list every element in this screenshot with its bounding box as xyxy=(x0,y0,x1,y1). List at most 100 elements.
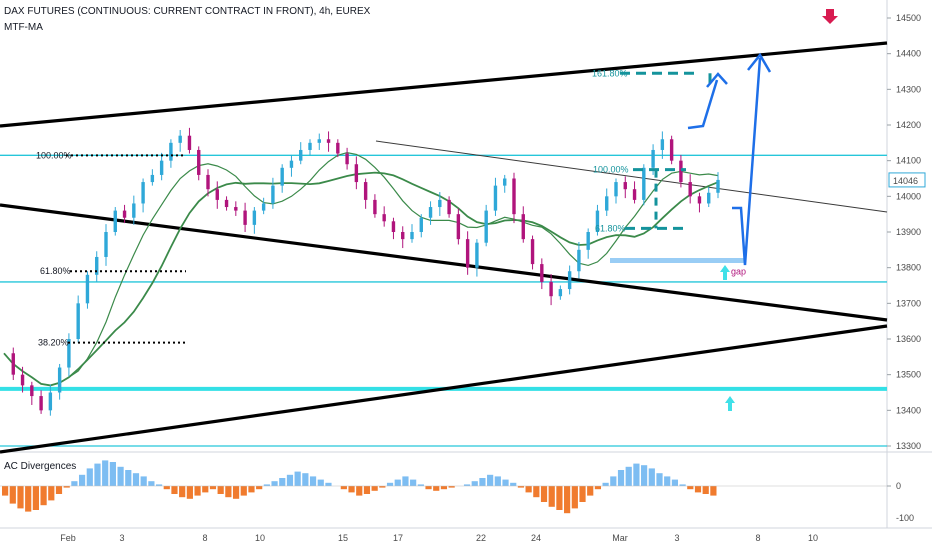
histogram-bar xyxy=(125,470,132,486)
time-tick-label: 10 xyxy=(255,533,265,543)
candle-body xyxy=(669,139,674,161)
histogram-bar xyxy=(386,482,394,486)
candle-body xyxy=(503,178,507,186)
candle-body xyxy=(20,374,25,386)
candle-body xyxy=(484,210,488,243)
price-tick-label: 13500 xyxy=(896,370,921,380)
ac-histogram: 0 -100 xyxy=(0,460,914,523)
candle-body xyxy=(280,167,284,186)
price-tick-label: 14400 xyxy=(896,49,921,59)
histogram-bar xyxy=(533,486,540,498)
histogram-bar xyxy=(148,481,155,486)
histogram-bar xyxy=(71,481,78,486)
histogram-bar xyxy=(48,486,55,501)
histogram-bar xyxy=(664,476,671,486)
histogram-bar xyxy=(356,486,363,496)
candle-body xyxy=(623,182,627,190)
histogram-bar xyxy=(155,484,163,486)
price-tick-label: 13900 xyxy=(896,227,921,237)
price-tick-label: 13400 xyxy=(896,405,921,415)
candle-body xyxy=(567,271,572,290)
histogram-bar xyxy=(702,486,709,494)
histogram-bar xyxy=(256,486,263,490)
histogram-bar xyxy=(117,466,124,486)
sub-panel-title: AC Divergences xyxy=(4,461,77,472)
time-axis-ticks: Feb 3 8 10 15 17 22 24 Mar 3 8 10 xyxy=(60,533,818,543)
histogram-bar xyxy=(410,479,417,486)
histogram-bar xyxy=(309,476,317,486)
time-tick-label: 22 xyxy=(476,533,486,543)
histogram-bar xyxy=(671,479,679,486)
candle-body xyxy=(410,232,414,240)
histogram-bar xyxy=(263,484,270,486)
price-tick-label: 14200 xyxy=(896,120,921,130)
histogram-bar xyxy=(209,486,217,490)
candle-body xyxy=(206,174,210,190)
candle-body xyxy=(141,182,145,204)
candle-body xyxy=(150,174,155,183)
time-tick-label: 3 xyxy=(119,533,124,543)
candle-body xyxy=(85,274,90,304)
histogram-bar xyxy=(687,486,694,490)
candle-body xyxy=(465,239,470,268)
candle-body xyxy=(512,178,516,215)
histogram-bar xyxy=(2,486,9,496)
histogram-bar xyxy=(448,486,455,488)
candle-body xyxy=(660,139,665,150)
candle-body xyxy=(289,160,294,168)
price-tick-label: 13600 xyxy=(896,334,921,344)
histogram-bar xyxy=(548,486,555,507)
histogram-bar xyxy=(494,476,501,486)
histogram-bar xyxy=(63,486,70,488)
histogram-bar xyxy=(109,462,116,486)
histogram-bar xyxy=(510,482,517,486)
projection-arrow-head xyxy=(747,52,772,73)
histogram-bar xyxy=(594,486,602,490)
candle-body xyxy=(197,149,201,175)
trend-channel-line xyxy=(0,41,888,128)
histogram-bar xyxy=(602,482,609,486)
histogram-bar xyxy=(217,486,224,494)
histogram-bar xyxy=(371,486,378,491)
time-tick-label: 15 xyxy=(338,533,348,543)
histogram-bar xyxy=(656,473,663,486)
histogram-bar xyxy=(379,486,386,488)
candle-body xyxy=(76,303,80,339)
histogram-bar xyxy=(487,474,494,486)
histogram-bar xyxy=(517,486,525,488)
candle-body xyxy=(549,281,553,297)
fib-level-label: 61.80% xyxy=(40,266,71,276)
candle-body xyxy=(605,196,609,211)
histogram-bar xyxy=(86,468,93,486)
candle-body xyxy=(642,167,646,200)
histogram-bar xyxy=(202,486,209,493)
last-price-box xyxy=(888,172,926,188)
candle-body xyxy=(447,199,451,215)
candle-body xyxy=(456,214,461,240)
candle-body xyxy=(67,339,71,368)
histogram-bar xyxy=(679,484,686,486)
candle-body xyxy=(716,179,720,193)
histogram-bar xyxy=(433,486,440,491)
histogram-bar xyxy=(325,482,332,486)
fib-target-label: 100.00% xyxy=(593,165,629,175)
histogram-bar xyxy=(540,486,548,502)
annotations: 100.00% 61.80% 38.20% 161.80% 100.00% 61.80% g… xyxy=(36,9,838,411)
candle-body xyxy=(345,153,349,165)
histogram-bar xyxy=(479,478,486,486)
candle-body xyxy=(95,256,99,275)
histogram-bar xyxy=(271,481,278,486)
histogram-bar xyxy=(471,481,478,486)
trend-channel-line xyxy=(0,203,888,322)
fib-target-label: 61.80% xyxy=(595,223,626,233)
histogram-bar xyxy=(425,486,432,490)
candle-body xyxy=(215,189,219,200)
price-tick-label: 13700 xyxy=(896,298,921,308)
candle-body xyxy=(558,289,563,297)
candle-body xyxy=(317,139,321,143)
candle-body xyxy=(169,142,173,161)
candle-body xyxy=(688,182,692,197)
histogram-bar xyxy=(502,479,509,486)
price-axis-ticks: 14500 14400 14300 14200 14100 14000 13900 13800… xyxy=(887,13,926,451)
